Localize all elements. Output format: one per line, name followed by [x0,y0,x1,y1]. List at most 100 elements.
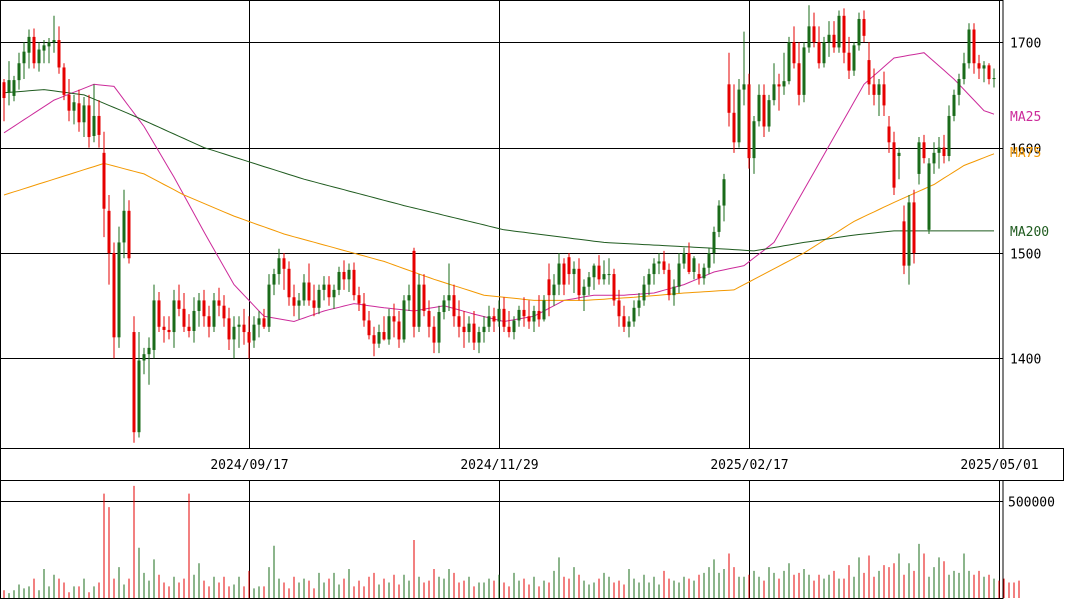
price-tick-label: 1500 [1010,248,1041,263]
candle-body [412,250,416,327]
candle-body [952,94,956,116]
candle-body [247,332,251,343]
candle-body [587,277,591,287]
candle-body [362,303,366,321]
candle-body [17,63,21,81]
candle-body [482,326,486,333]
candle-body [202,300,206,317]
candle-body [177,300,181,309]
candle-body [382,332,386,340]
candle-body [942,147,946,157]
candle-body [962,63,966,80]
candle-body [697,274,701,279]
candle-body [252,324,256,341]
candle-body [342,271,346,280]
candle-body [917,142,921,174]
candle-body [187,326,191,331]
price-tick-label: 1400 [1010,353,1041,368]
candle-body [502,308,506,327]
volume-panel-frame [0,480,1004,599]
candle-body [137,360,141,433]
candle-body [732,112,736,143]
candle-body [77,103,81,123]
candle-body [627,321,631,327]
candle-body [897,152,901,157]
candle-body [717,205,721,232]
candle-body [647,274,651,285]
candle-body [977,63,981,69]
candle-body [517,309,521,321]
candle-body [667,269,671,296]
candle-body [127,210,131,259]
candle-body [217,300,221,306]
candle-body [417,284,421,327]
candle-body [792,42,796,64]
candle-body [927,163,931,230]
candle-body [282,258,286,269]
candle-body [722,179,726,206]
candle-body [577,268,581,296]
candle-body [707,252,711,268]
ma-label-ma200: MA200 [1010,225,1049,240]
candle-body [442,300,446,313]
candle-body [762,94,766,127]
candle-body [112,252,116,338]
candle-body [797,63,801,95]
candle-body [562,263,566,285]
candle-body [832,34,836,48]
candle-body [827,34,831,43]
candle-body [432,326,436,343]
ma-line-ma75 [3,153,995,301]
candle-body [777,84,781,87]
candle-body [402,300,406,340]
candle-body [787,42,791,82]
candle-body [372,335,376,344]
candle-body [867,60,871,85]
candle-body [347,269,351,280]
candle-body [542,300,546,320]
candle-body [242,324,246,333]
volume-bars [3,485,1020,598]
candle-body [767,100,771,127]
candle-body [902,221,906,266]
candle-body [892,142,896,188]
candle-body [772,84,776,101]
candle-body [352,269,356,296]
price-grid [0,0,1003,598]
candle-body [107,210,111,253]
candle-body [367,320,371,336]
candle-body [477,332,481,343]
candle-body [742,84,746,90]
candle-body [712,231,716,253]
candle-body [27,36,31,53]
candle-body [197,300,201,311]
candle-body [62,67,66,95]
candle-body [37,49,41,64]
candle-body [492,316,496,322]
candle-body [702,267,706,279]
candle-body [117,242,121,338]
candle-body [652,263,656,275]
candle-body [527,316,531,322]
candlesticks [2,5,996,443]
candle-body [317,289,321,308]
candle-body [552,284,556,296]
candle-body [2,82,6,99]
date-tick-label: 2024/11/29 [460,458,538,473]
candle-body [72,102,76,111]
candle-body [817,42,821,64]
candle-body [152,300,156,350]
candle-body [407,295,411,301]
candle-body [22,51,26,64]
candle-body [922,142,926,159]
candle-body [847,52,851,71]
candle-body [657,261,661,264]
candle-body [932,152,936,164]
candle-body [422,284,426,311]
candle-body [752,121,756,159]
ma-line-ma200 [3,89,994,252]
candle-body [472,323,476,343]
ma-label-ma25: MA25 [1010,110,1041,125]
candle-body [812,26,816,43]
